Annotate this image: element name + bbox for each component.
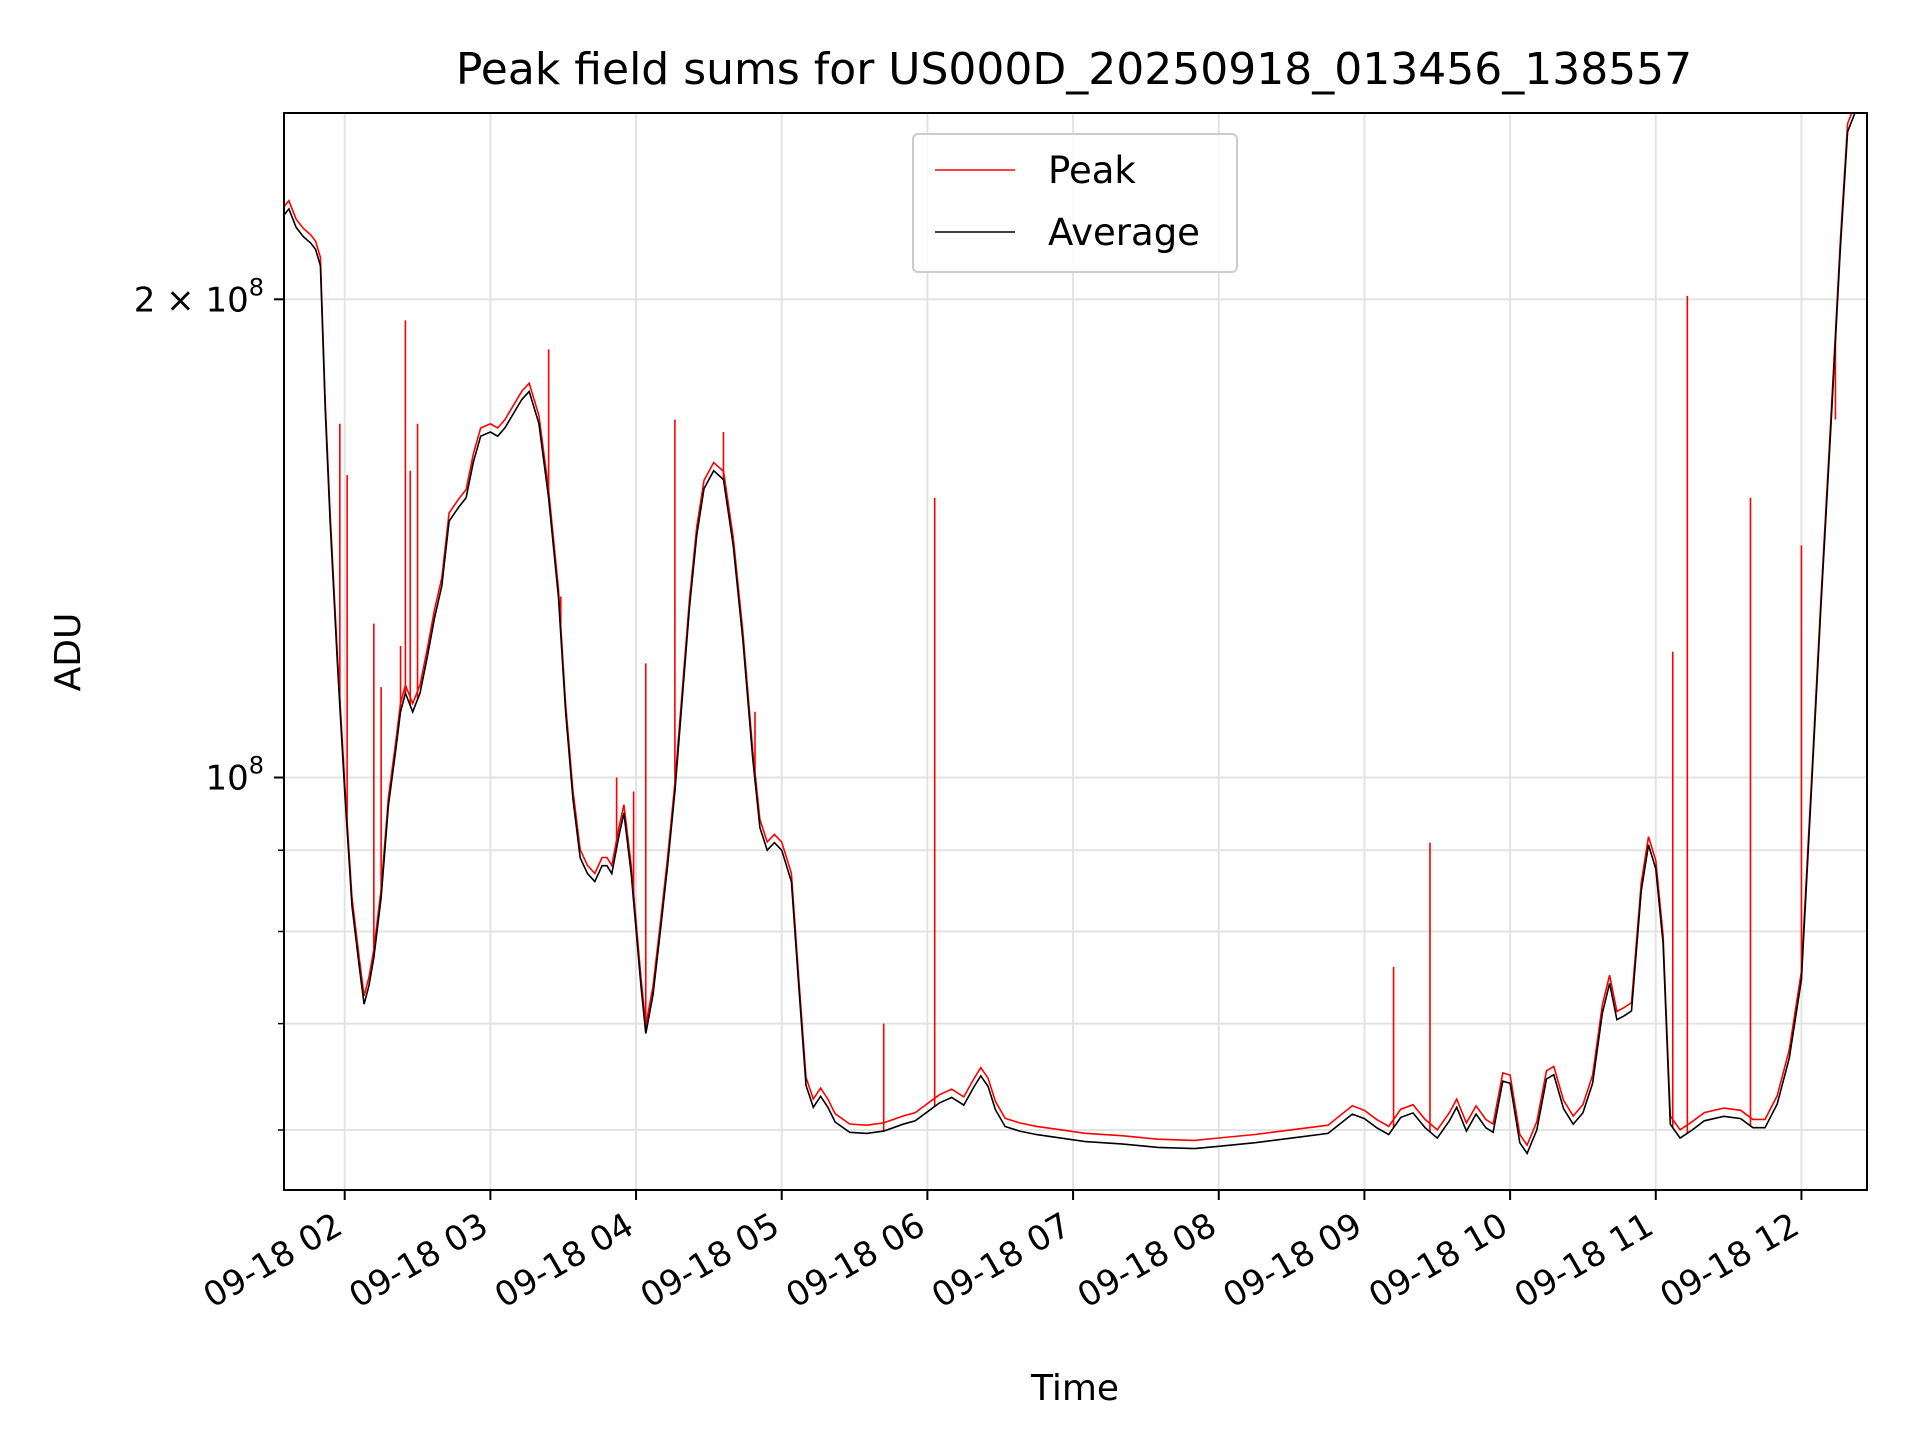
series-peak-line xyxy=(284,113,1853,1147)
legend-box xyxy=(912,133,1238,273)
chart-title: Peak field sums for US000D_20250918_0134… xyxy=(456,44,1692,95)
y-axis-label: ADU xyxy=(48,613,89,692)
x-axis-label: Time xyxy=(1030,1368,1119,1409)
y-axis: 108 2 × 108 xyxy=(134,273,284,1131)
legend-label-peak: Peak xyxy=(1048,149,1136,192)
y-tick-label: 108 xyxy=(205,752,264,799)
series-layer xyxy=(284,113,1867,1156)
legend-label-average: Average xyxy=(1048,211,1200,254)
plot-frame xyxy=(283,112,1868,1191)
y-tick-label: 2 × 108 xyxy=(134,273,264,320)
legend: Peak Average xyxy=(912,133,1238,273)
series-average-line xyxy=(284,113,1867,1156)
